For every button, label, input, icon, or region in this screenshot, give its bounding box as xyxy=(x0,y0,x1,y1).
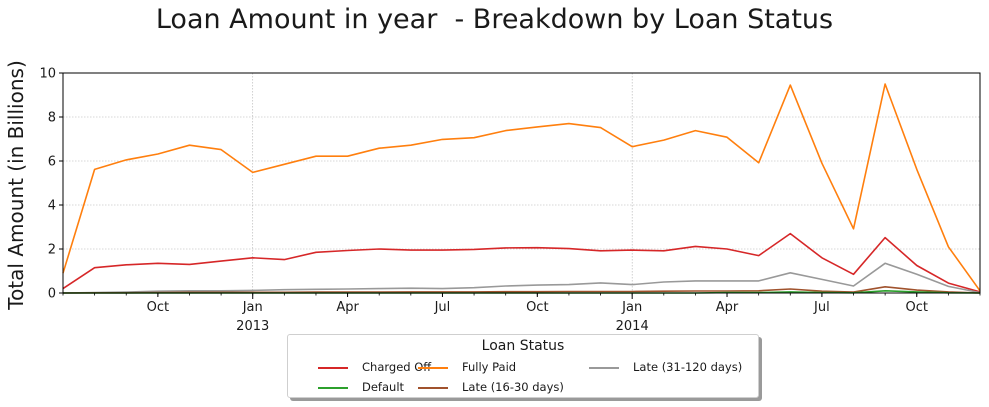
series-line-fully-paid xyxy=(62,83,981,292)
legend-swatch-fully-paid xyxy=(418,367,448,369)
legend-title: Loan Status xyxy=(481,338,565,354)
legend-label: Default xyxy=(362,380,405,394)
chart-title: Loan Amount in year - Breakdown by Loan … xyxy=(155,4,834,35)
x-tick-label: Jan xyxy=(242,300,263,315)
legend-swatch-late-31-120 xyxy=(589,367,619,369)
legend-swatch-default xyxy=(318,387,348,389)
y-axis-label: Total Amount (in Billions) xyxy=(4,60,28,311)
x-tick-label: Oct xyxy=(147,300,169,315)
y-tick-label: 8 xyxy=(48,111,56,126)
series-lines xyxy=(62,83,981,294)
y-tick-label: 10 xyxy=(39,67,56,82)
x-axis: Oct Apr Jul Oct Apr Jul Oct Jan 2013 Jan 2014 xyxy=(62,293,981,334)
legend-label: Late (16-30 days) xyxy=(462,380,564,394)
legend-label: Fully Paid xyxy=(462,360,517,374)
legend-swatch-late-16-30 xyxy=(418,387,448,389)
y-tick-label: 4 xyxy=(48,199,56,214)
x-tick-label: Jul xyxy=(434,300,451,315)
x-tick-label: Jul xyxy=(813,300,830,315)
y-tick-label: 2 xyxy=(48,243,56,258)
y-axis: 0 2 4 6 8 10 xyxy=(39,67,63,302)
legend-label: Late (31-120 days) xyxy=(633,360,743,374)
y-tick-label: 6 xyxy=(48,155,56,170)
series-line-charged-off xyxy=(62,232,981,293)
x-tick-label: Jan xyxy=(621,300,642,315)
x-year-label: 2013 xyxy=(236,319,269,334)
x-tick-label: Oct xyxy=(906,300,928,315)
legend: Loan Status Charged Off Fully Paid Late … xyxy=(287,334,759,398)
legend-label: Charged Off xyxy=(362,360,432,374)
legend-swatch-charged-off xyxy=(318,367,348,369)
x-tick-label: Apr xyxy=(716,300,739,315)
x-tick-label: Oct xyxy=(526,300,548,315)
y-tick-label: 0 xyxy=(48,287,56,302)
series-line-late-31-120-days xyxy=(62,262,981,294)
plot-area-frame xyxy=(62,72,981,294)
grid-lines xyxy=(63,73,980,293)
x-year-label: 2014 xyxy=(616,319,649,334)
x-tick-label: Apr xyxy=(336,300,359,315)
